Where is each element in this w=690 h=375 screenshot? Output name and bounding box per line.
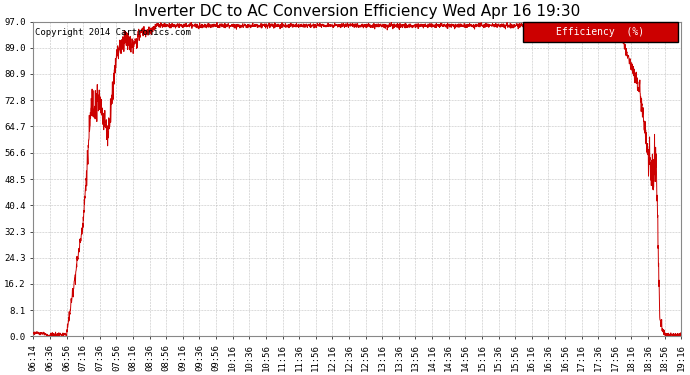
Text: Copyright 2014 Cartronics.com: Copyright 2014 Cartronics.com [34,28,190,37]
Text: Efficiency  (%): Efficiency (%) [556,27,644,37]
Title: Inverter DC to AC Conversion Efficiency Wed Apr 16 19:30: Inverter DC to AC Conversion Efficiency … [134,4,580,19]
FancyBboxPatch shape [522,22,678,42]
